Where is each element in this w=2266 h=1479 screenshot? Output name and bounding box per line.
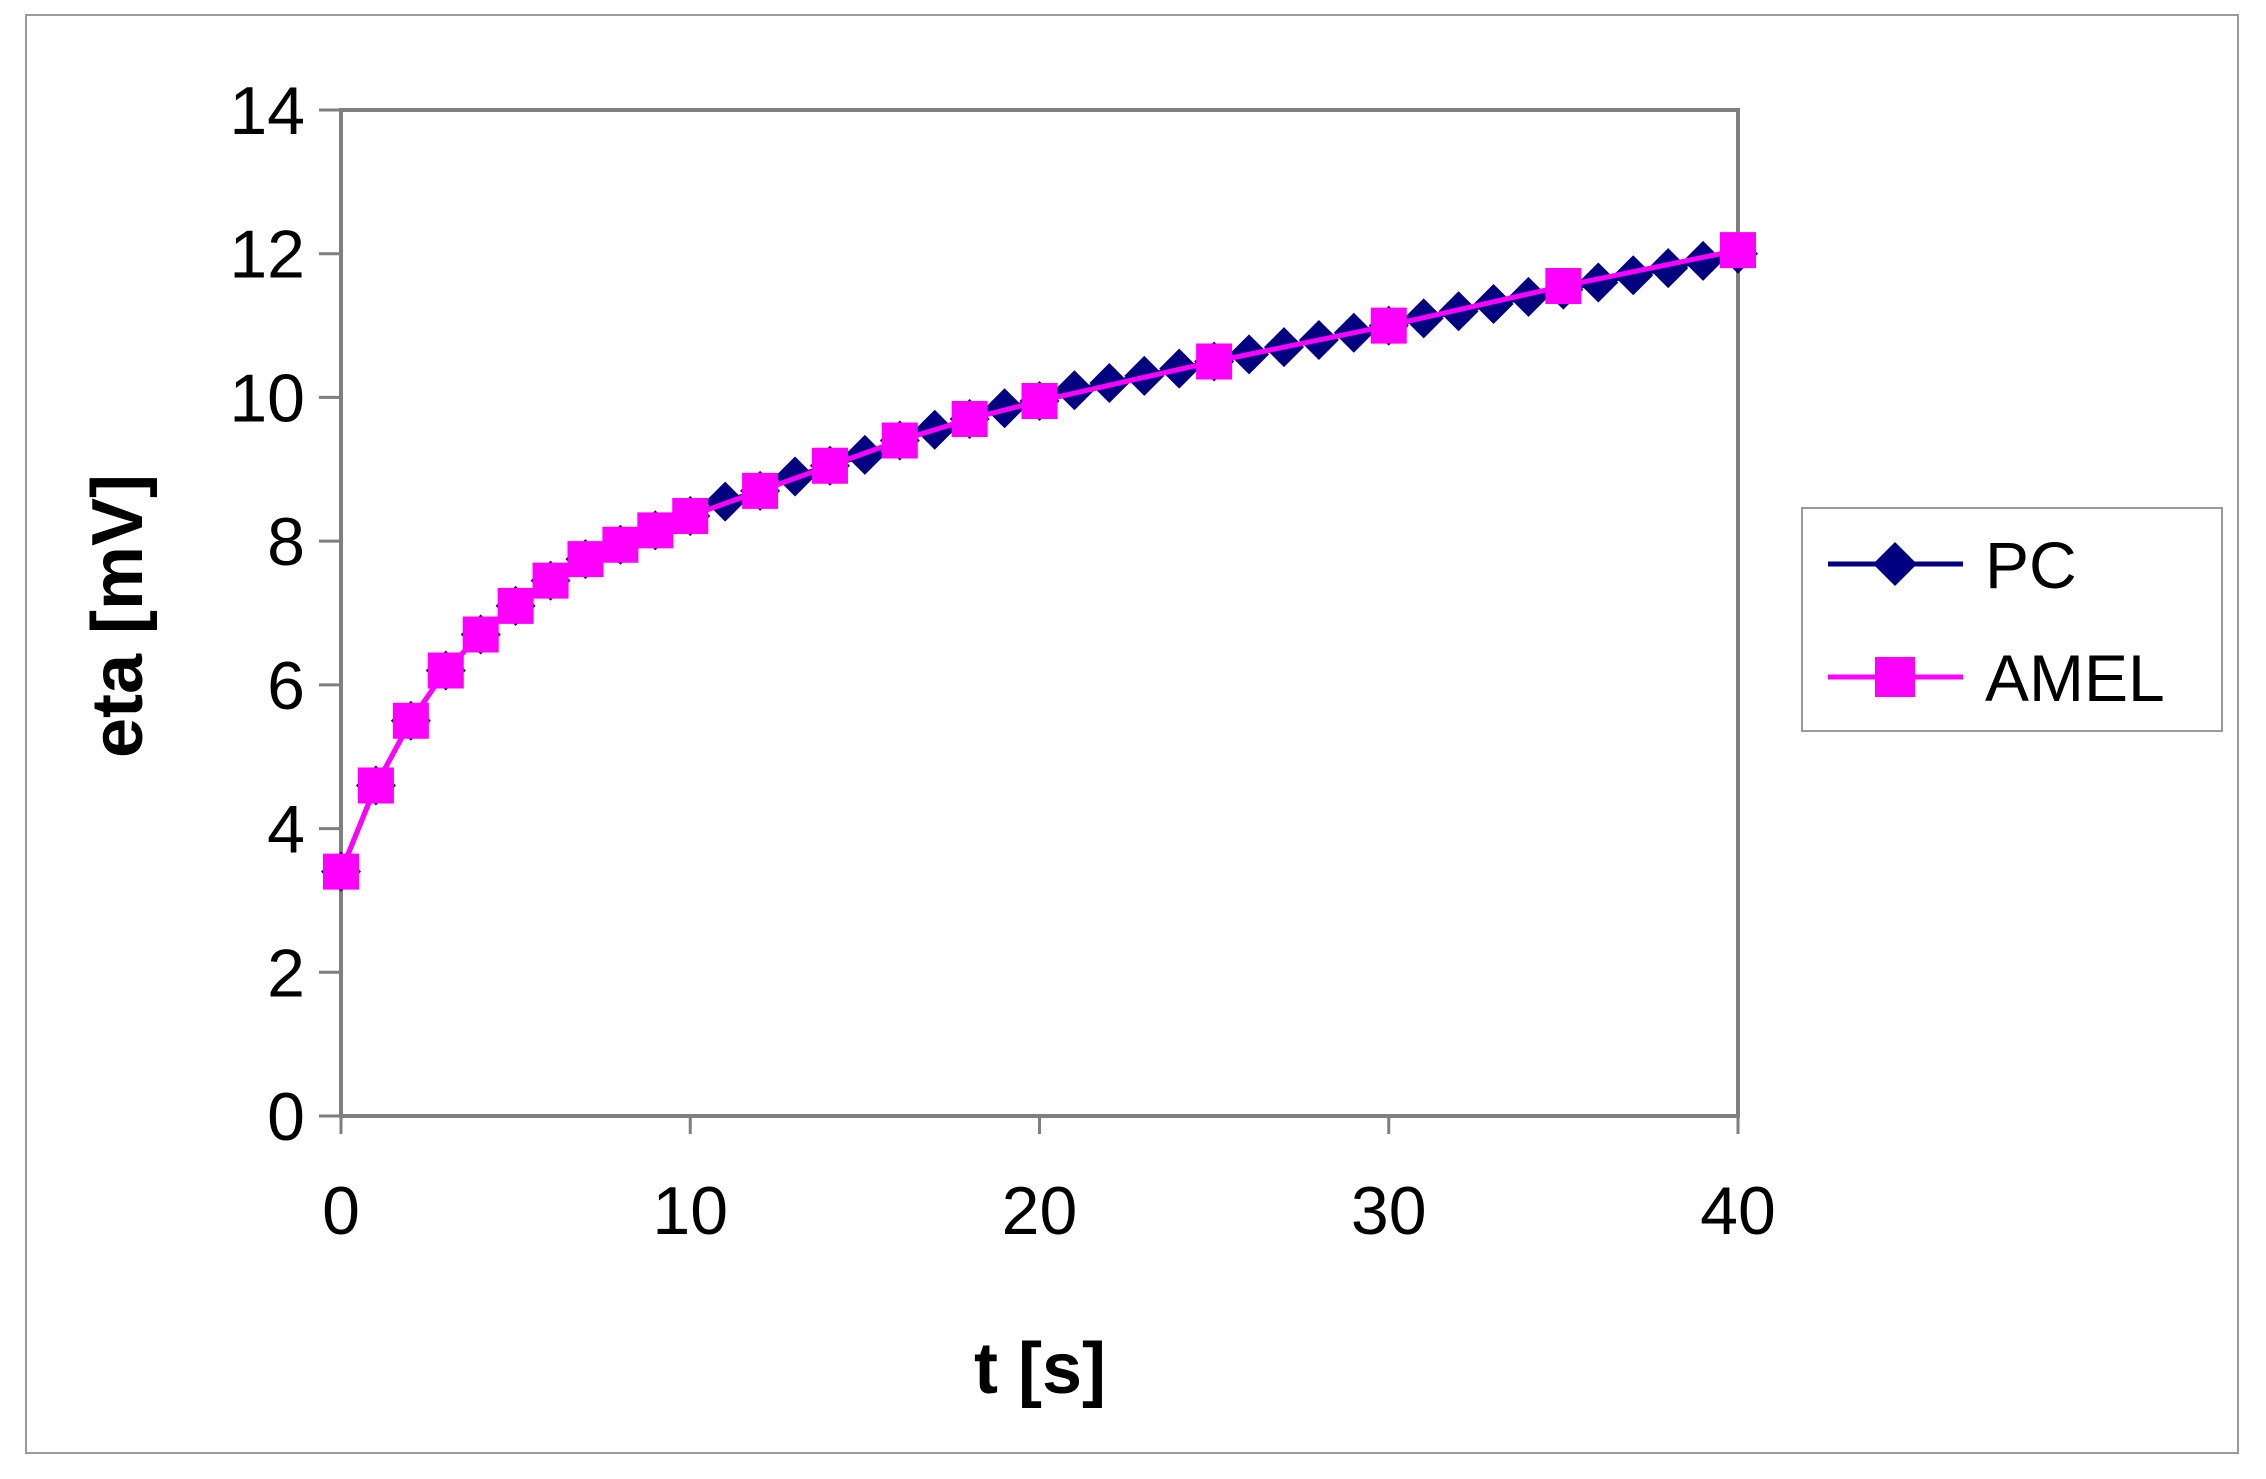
- data-point-amel: [357, 767, 394, 804]
- x-tick-label: 40: [1700, 1173, 1776, 1249]
- y-tick-label: 12: [229, 217, 305, 293]
- x-tick-label: 20: [1002, 1173, 1078, 1249]
- x-axis-ticks: 0 10 20 30 40: [322, 1116, 1776, 1249]
- y-tick-label: 14: [229, 73, 305, 149]
- data-point-pc: [1648, 248, 1689, 289]
- y-tick-label: 6: [267, 648, 305, 724]
- data-point-pc: [1683, 240, 1724, 281]
- data-point-amel: [1545, 268, 1582, 305]
- plot-area: [339, 108, 1740, 1118]
- data-point-amel: [567, 541, 604, 578]
- data-point-amel: [532, 562, 569, 599]
- legend-marker-amel: [1875, 657, 1915, 697]
- data-point-amel: [392, 702, 429, 739]
- data-point-amel: [427, 652, 464, 689]
- y-tick-label: 0: [267, 1079, 305, 1155]
- data-point-amel: [497, 587, 534, 624]
- data-point-pc: [1054, 370, 1095, 411]
- y-tick-label: 8: [267, 504, 305, 580]
- legend-label-pc: PC: [1985, 528, 2077, 602]
- y-axis-ticks: 0 2 4 6 8 10 12 14: [229, 73, 341, 1155]
- series-amel: [323, 232, 1756, 890]
- y-tick-label: 10: [229, 360, 305, 436]
- data-point-amel: [602, 526, 639, 563]
- data-point-amel: [637, 512, 674, 549]
- legend-label-amel: AMEL: [1985, 641, 2165, 715]
- data-point-pc: [1578, 262, 1619, 303]
- series-layer: [321, 232, 1758, 892]
- data-point-amel: [742, 472, 779, 509]
- data-point-amel: [672, 497, 709, 534]
- data-point-amel: [462, 616, 499, 653]
- y-tick-label: 2: [267, 935, 305, 1011]
- data-point-amel: [811, 447, 848, 484]
- x-axis-title: t [s]: [974, 1329, 1106, 1409]
- data-point-pc: [1613, 255, 1654, 296]
- data-point-amel: [881, 422, 918, 459]
- data-point-amel: [1021, 383, 1058, 420]
- x-tick-label: 10: [652, 1173, 728, 1249]
- x-tick-label: 0: [322, 1173, 360, 1249]
- x-tick-label: 30: [1351, 1173, 1427, 1249]
- data-point-amel: [1196, 343, 1233, 380]
- data-point-amel: [1370, 307, 1407, 344]
- data-point-pc: [1508, 276, 1549, 317]
- data-point-amel: [951, 400, 988, 437]
- data-point-amel: [1720, 232, 1756, 269]
- y-axis-title: eta [mV]: [78, 474, 158, 758]
- legend-box: [1801, 507, 2223, 732]
- y-tick-label: 4: [267, 792, 305, 868]
- legend: PC AMEL: [1801, 507, 2223, 732]
- legend-marker-pc: [1873, 542, 1917, 586]
- data-point-amel: [323, 853, 359, 890]
